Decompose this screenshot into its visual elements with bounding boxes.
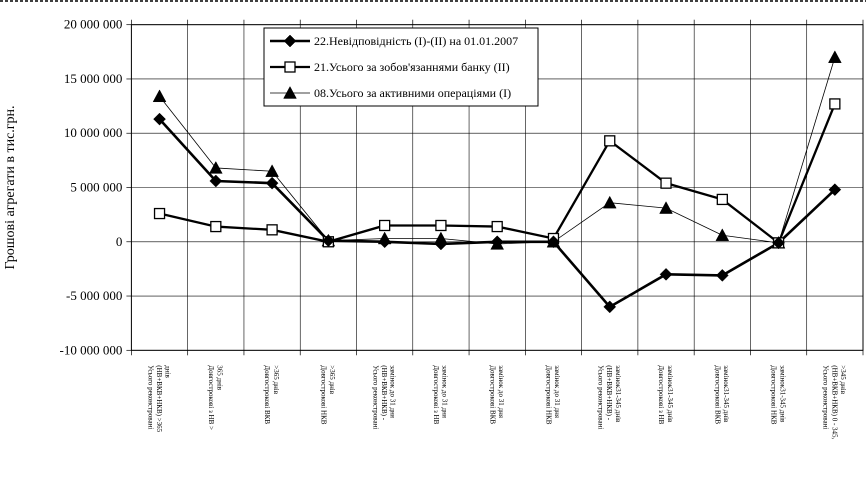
svg-text:10 000 000: 10 000 000 — [64, 125, 123, 140]
svg-text:(НВ+ВКВ+НКВ) 0 - 345,: (НВ+ВКВ+НКВ) 0 - 345, — [830, 365, 838, 439]
svg-text:365 днів: 365 днів — [216, 365, 224, 391]
svg-text:днів: днів — [164, 365, 172, 378]
svg-text:Довгострокові ВКВ: Довгострокові ВКВ — [263, 365, 271, 424]
svg-text:замінок31-345 днів: замінок31-345 днів — [614, 365, 622, 423]
svg-text:-5 000 000: -5 000 000 — [66, 288, 122, 303]
svg-text:замінок до 31 дня: замінок до 31 дня — [441, 365, 449, 419]
svg-text:Довгострокові НКВ: Довгострокові НКВ — [319, 365, 327, 424]
svg-text:замінок31-345 днів: замінок31-345 днів — [722, 365, 730, 423]
svg-text:Довгострокові з НВ: Довгострокові з НВ — [432, 365, 440, 424]
svg-text:Усього реконстровані: Усього реконстровані — [822, 365, 830, 429]
svg-text:>365 днів: >365 днів — [328, 365, 336, 394]
svg-text:Довгострокові ВКВ: Довгострокові ВКВ — [488, 365, 496, 424]
svg-text:21.Усього за зобов'язаннями ба: 21.Усього за зобов'язаннями банку (II) — [314, 60, 510, 74]
svg-text:Довгострокові НКВ: Довгострокові НКВ — [770, 365, 778, 424]
svg-text:(НВ+ВКВ+НКВ) -: (НВ+ВКВ+НКВ) - — [380, 365, 388, 420]
svg-text:замінок до 31 дня: замінок до 31 дня — [389, 365, 397, 419]
svg-text:Усього реконстровані: Усього реконстровані — [371, 365, 379, 429]
svg-text:>345 днів: >345 днів — [839, 365, 847, 394]
svg-text:-10 000 000: -10 000 000 — [60, 342, 123, 357]
svg-text:Грошові агрегати в тис.грн.: Грошові агрегати в тис.грн. — [3, 105, 18, 269]
svg-text:22.Невідповідність (I)-(II) на: 22.Невідповідність (I)-(II) на 01.01.200… — [314, 34, 518, 48]
svg-text:Усього реконстровані: Усього реконстровані — [146, 365, 154, 429]
svg-text:Довгострокові ВКВ: Довгострокові ВКВ — [713, 365, 721, 424]
svg-text:Усього реконстровані: Усього реконстровані — [597, 365, 605, 429]
svg-text:замінок до 31 дня: замінок до 31 дня — [553, 365, 561, 419]
svg-text:замінок до 31 дня: замінок до 31 дня — [497, 365, 505, 419]
svg-text:5 000 000: 5 000 000 — [70, 180, 122, 195]
svg-text:0: 0 — [116, 234, 123, 249]
svg-text:замінок31-345 днів: замінок31-345 днів — [778, 365, 786, 423]
svg-text:20 000 000: 20 000 000 — [64, 17, 123, 32]
svg-text:(НВ+ВКВ+НКВ) -: (НВ+ВКВ+НКВ) - — [605, 365, 613, 420]
svg-text:Довгострокові з НВ: Довгострокові з НВ — [657, 365, 665, 424]
svg-text:15 000 000: 15 000 000 — [64, 71, 123, 86]
svg-text:Довгострокові НКВ: Довгострокові НКВ — [545, 365, 553, 424]
svg-text:замінок31-345 днів: замінок31-345 днів — [666, 365, 674, 423]
svg-text:>365 днів: >365 днів — [272, 365, 280, 394]
svg-text:Довгострокові з НВ >: Довгострокові з НВ > — [207, 365, 215, 430]
svg-text:(НВ+ВКВ+НКВ) >365: (НВ+ВКВ+НКВ) >365 — [155, 365, 163, 432]
svg-text:08.Усього за активними операці: 08.Усього за активними операціями (I) — [314, 86, 511, 100]
